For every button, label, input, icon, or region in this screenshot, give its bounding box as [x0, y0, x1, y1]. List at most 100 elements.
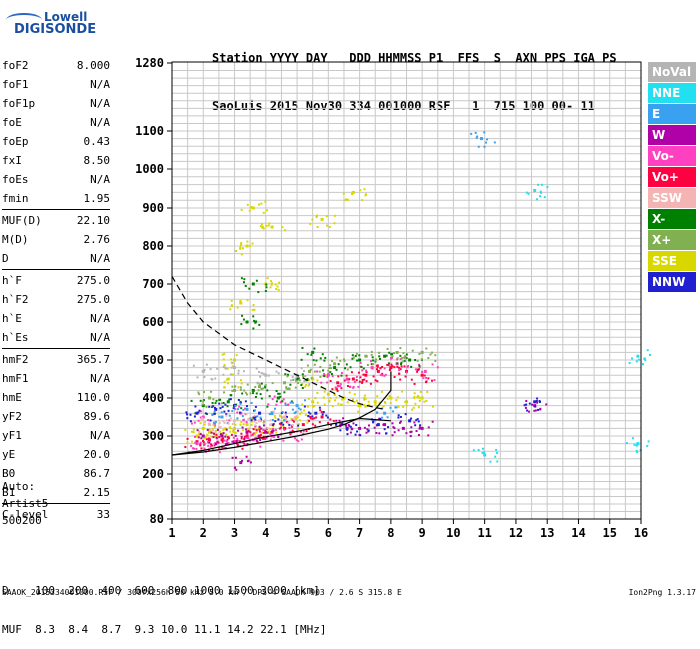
echo-speckle	[231, 456, 234, 459]
echo-speckle	[289, 401, 292, 404]
echo-speckle	[397, 405, 400, 408]
echo-speckle	[258, 382, 261, 385]
echo-speckle	[330, 373, 333, 376]
echo-speckle	[392, 426, 395, 429]
echo-speckle	[376, 364, 379, 367]
legend-item-nne: NNE	[648, 83, 696, 103]
echo-point-noval	[264, 373, 268, 377]
echo-speckle	[200, 419, 203, 422]
echo-speckle	[372, 359, 375, 362]
echo-speckle	[402, 352, 405, 355]
echo-speckle	[407, 365, 410, 368]
echo-speckle	[355, 424, 358, 427]
echo-speckle	[220, 411, 223, 414]
echo-speckle	[339, 359, 342, 362]
echo-speckle	[540, 191, 543, 194]
echo-point-x	[276, 396, 280, 400]
echo-speckle	[316, 214, 319, 217]
echo-speckle	[427, 377, 430, 380]
echo-speckle	[379, 374, 382, 377]
echo-point-x	[333, 362, 337, 366]
echo-speckle	[310, 377, 313, 380]
echo-speckle	[239, 246, 242, 249]
echo-speckle	[230, 299, 233, 302]
echo-speckle	[365, 431, 368, 434]
echo-speckle	[366, 364, 369, 367]
echo-speckle	[304, 374, 307, 377]
echo-speckle	[243, 435, 246, 438]
echo-speckle	[284, 373, 287, 376]
echo-speckle	[536, 397, 539, 400]
echo-speckle	[346, 368, 349, 371]
echo-speckle	[628, 361, 631, 364]
echo-speckle	[422, 377, 425, 380]
echo-speckle	[240, 432, 243, 435]
echo-speckle	[234, 434, 237, 437]
echo-point-x	[311, 350, 315, 354]
echo-speckle	[534, 405, 537, 408]
echo-speckle	[413, 421, 416, 424]
echo-speckle	[355, 352, 358, 355]
echo-speckle	[347, 423, 350, 426]
echo-speckle	[247, 436, 250, 439]
echo-speckle	[362, 403, 365, 406]
echo-speckle	[257, 389, 260, 392]
echo-speckle	[389, 402, 392, 405]
param-value: N/A	[90, 252, 110, 265]
echo-speckle	[388, 351, 391, 354]
echo-speckle	[284, 417, 287, 420]
echo-speckle	[277, 392, 280, 395]
echo-speckle	[269, 419, 272, 422]
echo-speckle	[425, 399, 428, 402]
echo-speckle	[244, 284, 247, 287]
echo-speckle	[376, 365, 379, 368]
echo-speckle	[318, 421, 321, 424]
echo-speckle	[254, 405, 257, 408]
echo-speckle	[262, 431, 265, 434]
echo-speckle	[384, 373, 387, 376]
echo-point-nnw	[195, 411, 199, 415]
echo-speckle	[223, 386, 226, 389]
echo-speckle	[365, 371, 368, 374]
echo-speckle	[345, 363, 348, 366]
echo-speckle	[331, 388, 334, 391]
echo-speckle	[268, 427, 271, 430]
echo-speckle	[641, 363, 644, 366]
echo-speckle	[357, 385, 360, 388]
param-name: B1	[2, 486, 16, 499]
echo-speckle	[237, 429, 240, 432]
echo-speckle	[403, 365, 406, 368]
echo-speckle	[238, 405, 241, 408]
echo-speckle	[327, 369, 330, 372]
echo-speckle	[252, 428, 255, 431]
echo-speckle	[236, 444, 239, 447]
echo-speckle	[375, 431, 378, 434]
echo-speckle	[312, 404, 315, 407]
echo-speckle	[209, 368, 212, 371]
echo-speckle	[297, 382, 300, 385]
echo-speckle	[212, 398, 215, 401]
echo-speckle	[197, 391, 200, 394]
echo-speckle	[231, 422, 234, 425]
echo-speckle	[254, 424, 257, 427]
echo-speckle	[259, 393, 262, 396]
echo-speckle	[635, 449, 638, 452]
echo-speckle	[273, 395, 276, 398]
echo-speckle	[318, 406, 321, 409]
echo-speckle	[265, 283, 268, 286]
echo-speckle	[218, 451, 221, 454]
echo-speckle	[376, 395, 379, 398]
echo-speckle	[334, 388, 337, 391]
echo-point-vo	[195, 440, 199, 444]
echo-speckle	[223, 439, 226, 442]
echo-speckle	[234, 385, 237, 388]
echo-speckle	[402, 405, 405, 408]
echo-speckle	[252, 392, 255, 395]
echo-speckle	[253, 319, 256, 322]
echo-speckle	[347, 198, 350, 201]
param-row: D N/A	[2, 249, 110, 268]
echo-speckle	[335, 419, 338, 422]
echo-speckle	[302, 432, 305, 435]
param-value: 89.6	[83, 410, 111, 423]
echo-speckle	[372, 375, 375, 378]
